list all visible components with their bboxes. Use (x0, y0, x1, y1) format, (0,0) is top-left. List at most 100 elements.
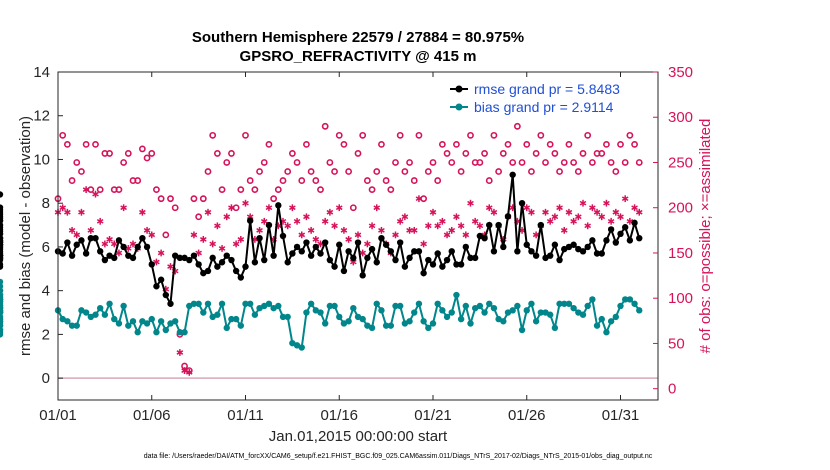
rmse-point (120, 243, 127, 251)
assimilated-obs-point (532, 231, 540, 239)
assimilated-obs-point (307, 226, 315, 234)
bias-point (265, 300, 273, 307)
bias-point (143, 320, 151, 327)
bias-point (111, 315, 118, 323)
possible-obs-point (260, 159, 268, 166)
possible-obs-point (120, 159, 128, 166)
assimilated-obs-point (237, 235, 245, 243)
possible-obs-point (312, 177, 320, 184)
assimilated-obs-point (354, 231, 362, 239)
assimilated-obs-point (185, 369, 193, 376)
rmse-point (401, 263, 409, 270)
possible-obs-point (509, 159, 517, 166)
assimilated-obs-point (584, 222, 592, 230)
possible-obs-point (467, 131, 474, 139)
assimilated-obs-point (579, 199, 587, 207)
possible-obs-point (542, 159, 549, 166)
rmse-point (490, 248, 498, 255)
assimilated-obs-point (556, 204, 563, 212)
rmse-point (345, 248, 352, 255)
bias-point (500, 318, 507, 325)
possible-obs-point (204, 168, 212, 175)
bias-point (96, 304, 104, 312)
possible-obs-point (134, 177, 142, 184)
rmse-point (195, 261, 202, 268)
assimilated-obs-point (303, 213, 310, 221)
rmse-point (101, 256, 109, 264)
rmse-point (232, 267, 240, 275)
possible-obs-point (574, 168, 582, 175)
rmse-point (275, 202, 282, 209)
possible-obs-point (415, 131, 423, 139)
possible-obs-point (354, 150, 362, 157)
legend-entry-bias: bias grand pr = 2.9114 (474, 99, 614, 115)
assimilated-obs-point (96, 217, 104, 225)
bias-point (486, 300, 493, 307)
possible-obs-point (270, 195, 278, 203)
bias-point (181, 329, 188, 336)
rmse-point (321, 239, 329, 246)
bias-point (598, 315, 605, 323)
assimilated-obs-point (373, 204, 381, 212)
bias-point (171, 318, 179, 325)
possible-obs-point (481, 150, 488, 157)
rmse-point (143, 243, 151, 251)
possible-obs-point (359, 131, 367, 139)
possible-obs-point (293, 159, 301, 166)
assimilated-obs-point (139, 208, 146, 216)
assimilated-obs-point (523, 204, 531, 212)
possible-obs-point (588, 159, 596, 166)
bias-point (457, 315, 465, 323)
rmse-point (504, 213, 512, 220)
rmse-point (78, 237, 85, 244)
rmse-point (0, 230, 4, 238)
possible-obs-point (607, 159, 615, 166)
rmse-point (176, 254, 184, 262)
rmse-point (134, 243, 141, 251)
y-tick-label: 14 (33, 64, 50, 81)
y-right-tick-label: 150 (668, 245, 693, 262)
rmse-point (420, 269, 427, 277)
bias-point (106, 300, 113, 307)
assimilated-obs-point (78, 208, 85, 216)
possible-obs-point (326, 159, 334, 166)
assimilated-obs-point (73, 231, 81, 239)
y-right-tick-label: 350 (668, 64, 693, 81)
rmse-point (429, 261, 437, 268)
rmse-point (378, 234, 385, 242)
possible-obs-point (167, 195, 174, 203)
rmse-point (626, 237, 634, 244)
bias-point (307, 300, 315, 307)
bias-point (514, 302, 521, 310)
rmse-point (354, 239, 362, 246)
possible-obs-point (598, 150, 606, 157)
assimilated-obs-point (392, 231, 399, 239)
y-right-tick-label: 250 (668, 154, 693, 171)
bias-point (345, 318, 352, 325)
possible-obs-point (298, 177, 306, 184)
rmse-point (59, 250, 66, 257)
rmse-point (92, 234, 99, 242)
possible-obs-point (504, 140, 512, 148)
possible-obs-point (106, 150, 113, 157)
bias-point (284, 313, 291, 321)
assimilated-obs-point (621, 195, 629, 203)
bias-point (0, 291, 4, 299)
bias-point (228, 315, 235, 323)
possible-obs-point (284, 168, 292, 175)
rmse-point (636, 234, 643, 242)
possible-obs-point (335, 131, 343, 139)
y-right-tick-label: 100 (668, 290, 693, 307)
possible-obs-point (232, 204, 240, 212)
assimilated-obs-point (359, 249, 367, 257)
bias-point (453, 291, 460, 299)
chart-title: Southern Hemisphere 22579 / 27884 = 80.9… (192, 29, 524, 46)
rmse-point (621, 224, 629, 231)
rmse-point (115, 237, 123, 244)
possible-obs-point (462, 150, 470, 157)
rmse-point (396, 239, 404, 246)
assimilated-obs-point (420, 240, 427, 248)
possible-obs-point (523, 140, 531, 148)
possible-obs-point (603, 140, 610, 148)
assimilated-obs-point (467, 199, 474, 207)
